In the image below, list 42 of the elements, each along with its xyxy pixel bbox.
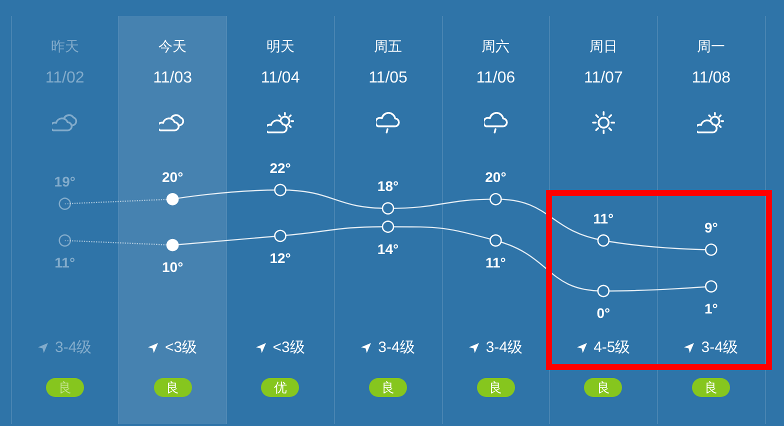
point [382,220,394,233]
text: <3级 [272,338,305,358]
point [382,202,394,215]
point [705,280,718,293]
data-label: 20° [485,169,506,186]
point [597,284,610,298]
data-label: 12° [270,250,291,266]
point [58,234,72,247]
point [597,234,610,247]
point [166,193,179,206]
data-label: 11° [54,254,76,271]
text: 3-4级 [486,338,523,358]
x-tick-label: 周五 11/05 [368,38,408,86]
x-tick-label: 明天 11/04 [260,38,300,86]
point [705,244,718,256]
data-label: 14° [377,240,399,257]
data-label: 9° [704,220,718,236]
data-label: 20° [162,169,184,186]
point [490,234,502,247]
data-label: 22° [270,160,291,176]
point [274,230,286,242]
x-tick-label: 昨天 11/02 [45,38,84,86]
x-tick-label: 周一 11/08 [692,38,731,86]
text: 3-4级 [701,338,738,358]
x-tick-label: 今天 11/03 [153,38,192,86]
data-label: 19° [54,174,76,190]
data-label: 11° [486,254,506,271]
x-tick-label: 周六 11/06 [476,38,516,86]
data-label: 0° [596,305,610,322]
x-tick-label: 周日 11/07 [584,38,623,86]
text: <3级 [165,338,198,358]
point [274,184,286,196]
point [490,193,502,206]
text: 3-4级 [378,338,415,358]
text: 3-4级 [55,338,92,358]
point [166,238,179,252]
data-label: 18° [377,178,399,194]
data-label: 1° [704,300,718,317]
data-label: 11° [593,210,614,226]
text: 4-5级 [594,338,630,358]
point [58,198,72,210]
data-label: 10° [162,259,184,276]
